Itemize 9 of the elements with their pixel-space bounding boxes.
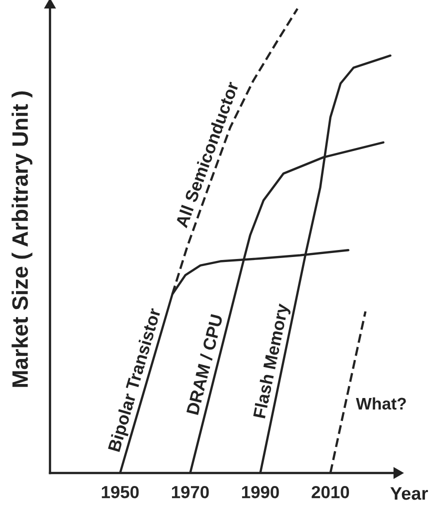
- x-tick-label: 1970: [172, 486, 209, 498]
- text: Flash Memory: [252, 302, 292, 420]
- x-tick-label: 1990: [242, 486, 279, 498]
- text: DRAM / CPU: [186, 314, 223, 416]
- y-axis-title: Market Size ( Arbitrary Unit ): [12, 91, 32, 387]
- annotation: What?: [356, 397, 406, 410]
- x-axis-title: Year: [390, 487, 428, 500]
- x-tick-label: 1950: [102, 486, 139, 498]
- x-tick-label: 2010: [312, 486, 350, 498]
